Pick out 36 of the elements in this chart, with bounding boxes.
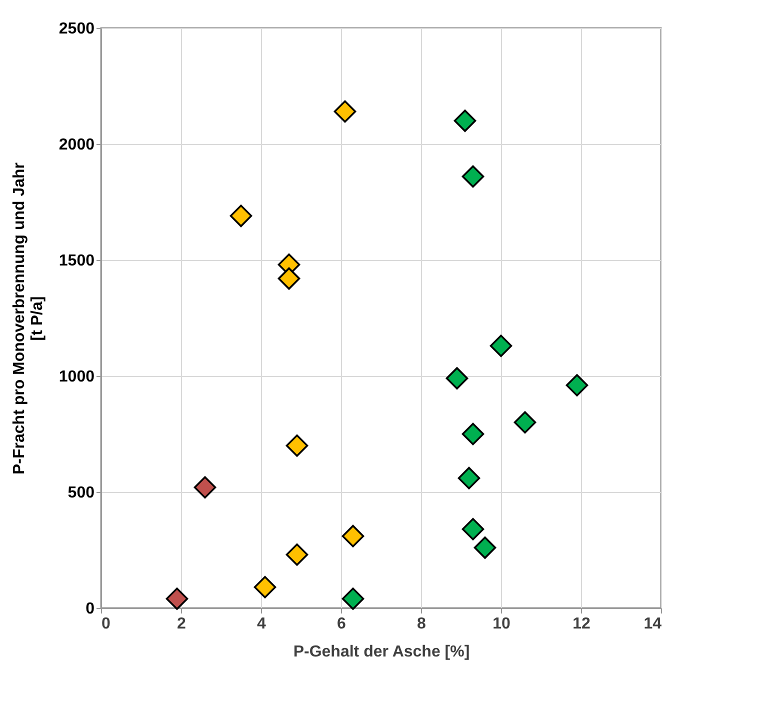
point: [334, 100, 356, 123]
point: [454, 110, 476, 132]
y-tick-label: 1000: [58, 368, 95, 386]
x-tick-label: 8: [417, 616, 426, 632]
x-tick-label: 0: [102, 616, 110, 632]
point: [490, 334, 512, 357]
x-tick-label: 12: [572, 616, 590, 632]
point: [286, 543, 308, 566]
y-axis-title: P-Fracht pro Monoverbrennung und Jahr [t P/a]: [10, 162, 46, 475]
point: [446, 367, 468, 390]
point: [254, 576, 276, 598]
point: [462, 422, 484, 446]
y-tick-label: 500: [68, 484, 95, 502]
x-tick-label: 10: [492, 616, 510, 632]
y-tick-label: 0: [86, 600, 95, 618]
x-axis-title: P-Gehalt der Asche [%]: [293, 644, 470, 660]
point: [474, 536, 496, 559]
point: [230, 204, 252, 228]
point: [514, 411, 536, 434]
point: [166, 588, 188, 610]
point: [194, 476, 216, 499]
point: [462, 165, 484, 188]
y-tick-label: 1500: [58, 252, 95, 270]
y-tick-label: 2000: [58, 136, 95, 154]
x-tick-label: 4: [257, 616, 266, 632]
point: [342, 524, 364, 548]
x-tick-label: 6: [337, 616, 346, 632]
point: [458, 466, 480, 490]
point: [566, 374, 588, 396]
x-tick-label: 14: [644, 616, 662, 632]
point: [462, 518, 484, 540]
x-tick-label: 2: [177, 616, 186, 632]
point: [342, 588, 364, 610]
point: [286, 434, 308, 457]
y-tick-label: 2500: [58, 20, 95, 38]
point: [278, 267, 300, 290]
